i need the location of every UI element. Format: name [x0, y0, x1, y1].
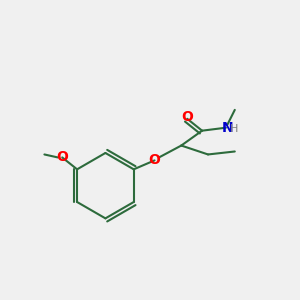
Text: O: O [181, 110, 193, 124]
Text: H: H [230, 124, 238, 134]
Text: O: O [148, 153, 160, 167]
Text: O: O [56, 150, 68, 164]
Text: N: N [221, 121, 233, 135]
